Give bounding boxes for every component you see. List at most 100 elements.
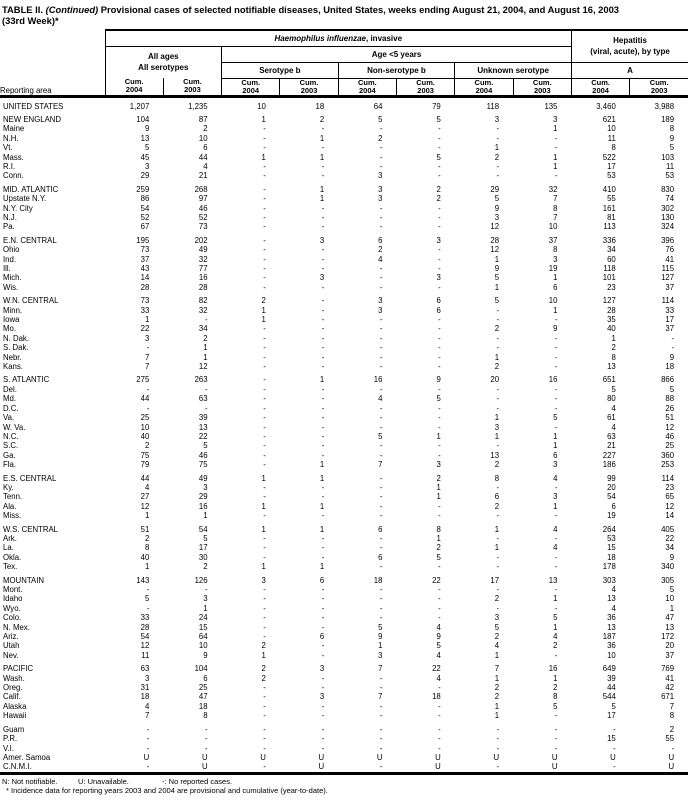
value-cell: - <box>496 552 500 562</box>
value-cell: 44 <box>140 473 150 483</box>
value-cell: - <box>263 133 266 143</box>
legend-line: N: Not notifiable. U: Unavailable. -: No r… <box>2 777 688 786</box>
table-row: Nebr. 7 1 - - - - 1 - 8 9 <box>0 353 688 362</box>
value-cell: - <box>263 254 266 264</box>
value-cell: - <box>379 343 383 353</box>
table-row: W. Va. 10 13 - - - - 3 - 4 12 <box>0 423 688 432</box>
value-cell: - <box>263 533 266 543</box>
value-cell: - <box>671 333 675 343</box>
value-cell: - <box>379 282 383 292</box>
value-cell: - <box>496 585 500 594</box>
value-cell: - <box>263 422 266 432</box>
value-cell: 80 <box>607 394 616 404</box>
value-cell: 54 <box>607 492 616 502</box>
value-cell: - <box>379 585 383 594</box>
table-row: E.S. CENTRAL 44 49 1 1-2 8 4 99 114 <box>0 470 688 483</box>
value-cell: - <box>321 603 325 613</box>
value-cell: 1 <box>553 673 558 683</box>
value-cell: - <box>263 282 266 292</box>
table-row: N.H. 13 10 - 1 2 - - - 11 9 <box>0 134 688 143</box>
value-cell: - <box>263 384 266 394</box>
value-cell: 275 <box>136 375 150 385</box>
value-cell: 9 <box>669 352 675 362</box>
value-cell: 7 <box>553 212 558 222</box>
value-cell: 4 <box>553 473 558 483</box>
value-cell: - <box>438 413 441 423</box>
value-cell: 13 <box>665 622 675 632</box>
value-cell: U <box>551 762 558 772</box>
value-cell: - <box>438 450 441 460</box>
value-cell: 1 <box>319 562 325 572</box>
value-cell: - <box>321 743 325 753</box>
value-cell: 35 <box>607 315 616 325</box>
value-cell: 7 <box>378 460 383 470</box>
value-cell: 2 <box>144 441 150 451</box>
cum-2003-header: Cum. 2003 <box>162 78 222 98</box>
value-cell: 34 <box>665 543 675 553</box>
value-cell: 25 <box>198 683 208 693</box>
value-cell: 4 <box>436 650 441 660</box>
value-cell: - <box>321 543 325 553</box>
value-cell: 3 <box>378 194 383 204</box>
value-cell: 2 <box>494 683 500 693</box>
value-cell: U <box>610 752 616 762</box>
value-cell: 303 <box>602 575 616 585</box>
value-cell: 5 <box>494 194 500 204</box>
value-cell: - <box>496 124 500 134</box>
value-cell: 1 <box>203 511 208 521</box>
value-cell: - <box>321 683 325 693</box>
value-cell: 4 <box>144 482 150 492</box>
value-cell: - <box>438 143 441 153</box>
value-cell: - <box>554 394 558 404</box>
value-cell: 99 <box>607 473 616 483</box>
value-cell: - <box>321 352 325 362</box>
table-row: Conn. 29 21 - - 3 - - - 53 53 <box>0 171 688 180</box>
value-cell: 2 <box>494 692 500 702</box>
value-cell: 1 <box>436 431 441 441</box>
value-cell: - <box>263 184 266 194</box>
value-cell: - <box>321 143 325 153</box>
reporting-area-cell: Tenn. <box>3 492 23 502</box>
value-cell: 104 <box>194 664 208 674</box>
value-cell: 1 <box>553 622 558 632</box>
value-cell: 1 <box>319 133 325 143</box>
table-title: TABLE II. (Continued) Provisional cases … <box>2 4 688 15</box>
value-cell: - <box>379 473 383 483</box>
value-cell: 37 <box>140 254 150 264</box>
value-cell: - <box>321 701 325 711</box>
value-cell: 1 <box>203 603 208 613</box>
value-cell: - <box>263 724 266 734</box>
value-cell: 2 <box>494 362 500 372</box>
value-cell: 4 <box>553 543 558 553</box>
value-cell: - <box>321 552 325 562</box>
value-cell: 101 <box>602 273 616 283</box>
value-cell: 11 <box>607 133 616 143</box>
value-cell: 29 <box>198 492 208 502</box>
value-cell: 46 <box>198 450 208 460</box>
value-cell: - <box>204 384 208 394</box>
value-cell: U <box>318 762 325 772</box>
value-cell: 544 <box>602 692 616 702</box>
value-cell: U <box>318 752 325 762</box>
value-cell: 9 <box>378 632 383 642</box>
value-cell: 47 <box>665 613 675 623</box>
value-cell: 13 <box>548 575 558 585</box>
value-cell: 1 <box>378 641 383 651</box>
value-cell: - <box>321 212 325 222</box>
value-cell: 126 <box>194 575 208 585</box>
value-cell: - <box>496 511 500 521</box>
value-cell: 7 <box>144 711 150 721</box>
value-cell: 13 <box>490 450 500 460</box>
value-cell: 53 <box>607 171 616 181</box>
value-cell: - <box>321 422 325 432</box>
value-cell: 28 <box>140 282 150 292</box>
value-cell: - <box>321 734 325 744</box>
hepatitis-line1: Hepatitis <box>613 36 647 46</box>
reporting-area-cell: Del. <box>3 384 17 394</box>
value-cell: 5 <box>611 384 616 394</box>
value-cell: 20 <box>607 482 616 492</box>
reporting-area-cell: Iowa <box>3 315 20 325</box>
value-cell: - <box>379 264 383 273</box>
reporting-area-cell: Ky. <box>3 482 14 492</box>
reporting-area-cell: Wyo. <box>3 603 21 613</box>
